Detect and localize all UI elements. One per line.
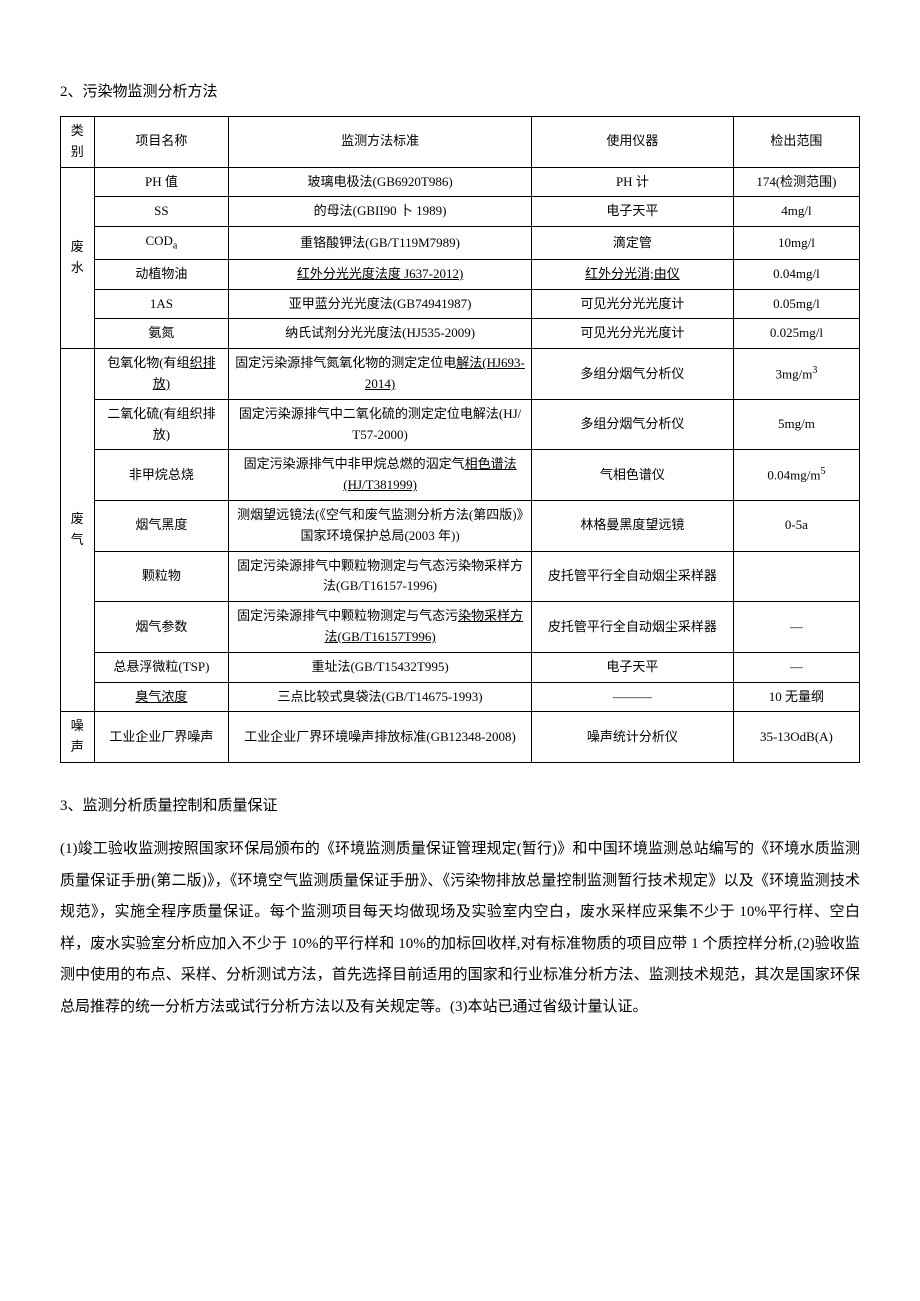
section3-body: (1)竣工验收监测按照国家环保局颁布的《环境监测质量保证管理规定(暂行)》和中国… xyxy=(60,834,860,1023)
table-row: 非甲烷总烧固定污染源排气中非甲烷总燃的泅定气相色谱法 (HJ/T381999)气… xyxy=(61,450,860,501)
category-cell: 废水 xyxy=(61,167,95,349)
range-cell: — xyxy=(733,652,859,682)
instrument-cell: 噪声统计分析仪 xyxy=(531,712,733,763)
table-row: 颗粒物固定污染源排气中颗粒物测定与气态污染物采样方法(GB/T16157-199… xyxy=(61,551,860,602)
name-cell: 氨氮 xyxy=(94,319,229,349)
name-cell: 总悬浮微粒(TSP) xyxy=(94,652,229,682)
method-cell: 红外分光光度法度 J637-2012) xyxy=(229,259,532,289)
th-method: 监测方法标准 xyxy=(229,117,532,168)
instrument-cell: 电子天平 xyxy=(531,197,733,227)
instrument-cell: 可见光分光光度计 xyxy=(531,289,733,319)
method-cell: 亚甲蓝分光光度法(GB74941987) xyxy=(229,289,532,319)
th-category: 类别 xyxy=(61,117,95,168)
th-instrument: 使用仪器 xyxy=(531,117,733,168)
section3-title: 3、监测分析质量控制和质量保证 xyxy=(60,791,860,823)
table-row: 动植物油红外分光光度法度 J637-2012)红外分光消;由仪0.04mg/l xyxy=(61,259,860,289)
name-cell: 臭气浓度 xyxy=(94,682,229,712)
range-cell: 35-13OdB(A) xyxy=(733,712,859,763)
name-cell: 包氧化物(有组织排放) xyxy=(94,349,229,400)
table-row: 总悬浮微粒(TSP)重址法(GB/T15432T995)电子天平— xyxy=(61,652,860,682)
range-cell: 10mg/l xyxy=(733,227,859,260)
table-header-row: 类别 项目名称 监测方法标准 使用仪器 检出范围 xyxy=(61,117,860,168)
method-cell: 工业企业厂界环境噪声排放标准(GB12348-2008) xyxy=(229,712,532,763)
instrument-cell: 皮托管平行全自动烟尘采样器 xyxy=(531,551,733,602)
instrument-cell: 皮托管平行全自动烟尘采样器 xyxy=(531,602,733,653)
instrument-cell: 林格曼黑度望远镜 xyxy=(531,500,733,551)
table-row: 废气包氧化物(有组织排放)固定污染源排气氮氧化物的测定定位电解法(HJ693-2… xyxy=(61,349,860,400)
th-range: 检出范围 xyxy=(733,117,859,168)
instrument-cell: ——— xyxy=(531,682,733,712)
method-cell: 固定污染源排气中二氧化硫的测定定位电解法(HJ/T57-2000) xyxy=(229,399,532,450)
name-cell: 烟气参数 xyxy=(94,602,229,653)
name-cell: SS xyxy=(94,197,229,227)
table-row: SS的母法(GBII90 卜 1989)电子天平4mg/l xyxy=(61,197,860,227)
table-row: 废水PH 值玻璃电极法(GB6920T986)PH 计174(检测范围) xyxy=(61,167,860,197)
instrument-cell: 多组分烟气分析仪 xyxy=(531,349,733,400)
pollutant-methods-table: 类别 项目名称 监测方法标准 使用仪器 检出范围 废水PH 值玻璃电极法(GB6… xyxy=(60,116,860,763)
method-cell: 测烟望远镜法(《空气和废气监测分析方法(第四版)》国家环境保护总局(2003 年… xyxy=(229,500,532,551)
method-cell: 三点比较式臭袋法(GB/T14675-1993) xyxy=(229,682,532,712)
name-cell: 颗粒物 xyxy=(94,551,229,602)
section2-title: 2、污染物监测分析方法 xyxy=(60,80,860,104)
table-row: CODa重铬酸钾法(GB/T119M7989)滴定管10mg/l xyxy=(61,227,860,260)
range-cell xyxy=(733,551,859,602)
range-cell: 5mg/m xyxy=(733,399,859,450)
th-name: 项目名称 xyxy=(94,117,229,168)
range-cell: 4mg/l xyxy=(733,197,859,227)
range-cell: 0.05mg/l xyxy=(733,289,859,319)
name-cell: 烟气黑度 xyxy=(94,500,229,551)
table-row: 臭气浓度三点比较式臭袋法(GB/T14675-1993)———10 无量纲 xyxy=(61,682,860,712)
instrument-cell: 多组分烟气分析仪 xyxy=(531,399,733,450)
instrument-cell: 气相色谱仪 xyxy=(531,450,733,501)
range-cell: 0-5a xyxy=(733,500,859,551)
table-row: 二氧化硫(有组织排放)固定污染源排气中二氧化硫的测定定位电解法(HJ/T57-2… xyxy=(61,399,860,450)
name-cell: 二氧化硫(有组织排放) xyxy=(94,399,229,450)
range-cell: 0.04mg/l xyxy=(733,259,859,289)
name-cell: PH 值 xyxy=(94,167,229,197)
method-cell: 纳氏试剂分光光度法(HJ535-2009) xyxy=(229,319,532,349)
method-cell: 的母法(GBII90 卜 1989) xyxy=(229,197,532,227)
range-cell: 0.04mg/m5 xyxy=(733,450,859,501)
method-cell: 固定污染源排气中颗粒物测定与气态污染物采样方法(GB/T16157T996) xyxy=(229,602,532,653)
method-cell: 固定污染源排气中非甲烷总燃的泅定气相色谱法 (HJ/T381999) xyxy=(229,450,532,501)
range-cell: — xyxy=(733,602,859,653)
method-cell: 重铬酸钾法(GB/T119M7989) xyxy=(229,227,532,260)
method-cell: 固定污染源排气氮氧化物的测定定位电解法(HJ693-2014) xyxy=(229,349,532,400)
name-cell: CODa xyxy=(94,227,229,260)
method-cell: 玻璃电极法(GB6920T986) xyxy=(229,167,532,197)
instrument-cell: 电子天平 xyxy=(531,652,733,682)
category-cell: 废气 xyxy=(61,349,95,712)
range-cell: 0.025mg/l xyxy=(733,319,859,349)
table-row: 氨氮纳氏试剂分光光度法(HJ535-2009)可见光分光光度计0.025mg/l xyxy=(61,319,860,349)
category-cell: 噪声 xyxy=(61,712,95,763)
method-cell: 固定污染源排气中颗粒物测定与气态污染物采样方法(GB/T16157-1996) xyxy=(229,551,532,602)
instrument-cell: PH 计 xyxy=(531,167,733,197)
table-row: 1AS亚甲蓝分光光度法(GB74941987)可见光分光光度计0.05mg/l xyxy=(61,289,860,319)
range-cell: 3mg/m3 xyxy=(733,349,859,400)
instrument-cell: 红外分光消;由仪 xyxy=(531,259,733,289)
name-cell: 非甲烷总烧 xyxy=(94,450,229,501)
method-cell: 重址法(GB/T15432T995) xyxy=(229,652,532,682)
name-cell: 1AS xyxy=(94,289,229,319)
table-row: 噪声工业企业厂界噪声工业企业厂界环境噪声排放标准(GB12348-2008)噪声… xyxy=(61,712,860,763)
name-cell: 动植物油 xyxy=(94,259,229,289)
range-cell: 10 无量纲 xyxy=(733,682,859,712)
range-cell: 174(检测范围) xyxy=(733,167,859,197)
instrument-cell: 可见光分光光度计 xyxy=(531,319,733,349)
name-cell: 工业企业厂界噪声 xyxy=(94,712,229,763)
instrument-cell: 滴定管 xyxy=(531,227,733,260)
table-row: 烟气黑度测烟望远镜法(《空气和废气监测分析方法(第四版)》国家环境保护总局(20… xyxy=(61,500,860,551)
table-row: 烟气参数固定污染源排气中颗粒物测定与气态污染物采样方法(GB/T16157T99… xyxy=(61,602,860,653)
